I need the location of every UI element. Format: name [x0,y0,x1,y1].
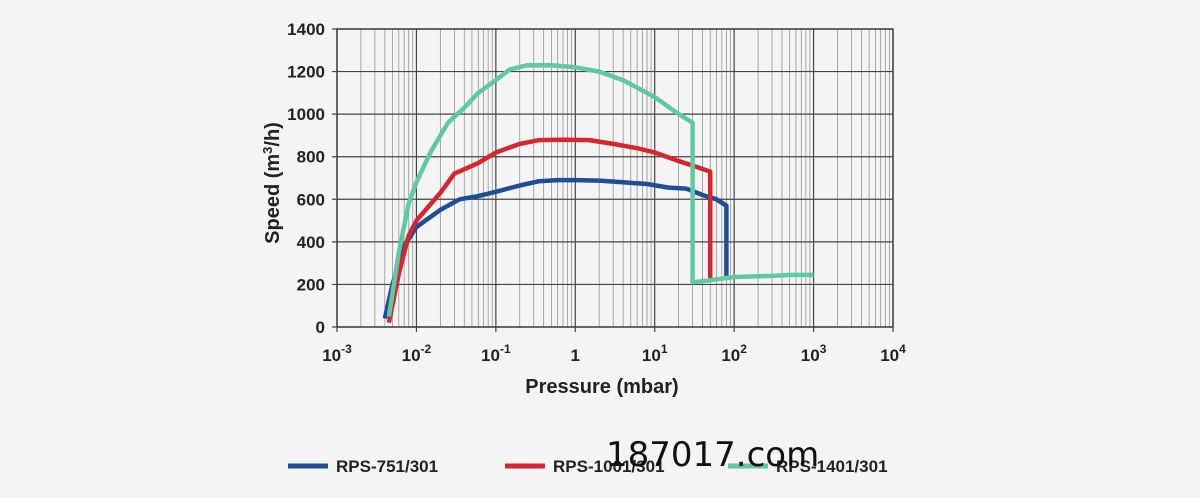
x-axis-title: Pressure (mbar) [525,376,678,398]
y-tick-label: 400 [297,233,325,252]
y-axis-title: Speed (m3/h) [260,122,284,244]
x-tick-label: 10-3 [322,342,352,365]
series-line-2 [386,137,713,324]
x-tick-label: 103 [801,342,827,365]
y-tick-label: 600 [297,190,325,209]
legend-label-2: RPS-1001/301 [553,457,665,476]
x-tick-label: 101 [642,342,668,365]
plot-frame [336,28,894,328]
x-tick-label: 102 [721,342,747,365]
series-line-1 [382,177,729,319]
series-layer [382,62,814,324]
legend-label-1: RPS-751/301 [336,457,438,476]
grid-minor [360,29,890,327]
x-tick-label: 10-2 [402,342,432,365]
x-tick-label: 10-1 [481,342,511,365]
y-tick-label: 1200 [287,63,325,82]
y-tick-label: 200 [297,275,325,294]
x-tick-label: 104 [880,342,906,365]
watermark: 187017.com [606,435,819,475]
x-tick-label: 1 [571,346,580,365]
legend: RPS-751/301 RPS-1001/301 RPS-1401/301 [288,457,888,476]
series-line-3 [386,62,814,317]
y-axis-ticks: 0 200 400 600 800 1000 1200 1400 [287,20,325,337]
legend-label-3: RPS-1401/301 [776,457,888,476]
y-tick-label: 1400 [287,20,325,39]
y-tick-label: 800 [297,148,325,167]
y-tick-label: 1000 [287,105,325,124]
x-axis-ticks: 10-3 10-2 10-1 1 101 102 103 104 [322,342,906,365]
y-tick-label: 0 [316,318,325,337]
